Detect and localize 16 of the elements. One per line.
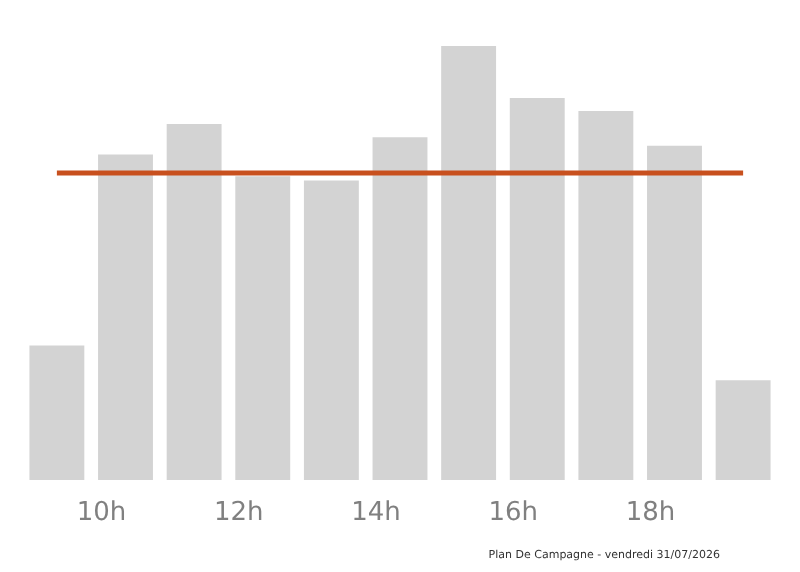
bar <box>509 98 565 480</box>
bar <box>578 111 634 480</box>
x-tick-label: 12h <box>213 498 264 528</box>
x-tick-label: 18h <box>625 498 676 528</box>
x-tick-label: 16h <box>488 498 539 528</box>
bar <box>29 345 85 480</box>
x-tick-label: 10h <box>76 498 127 528</box>
bar <box>715 380 771 480</box>
bar <box>372 137 428 480</box>
bar <box>441 46 497 480</box>
bar <box>235 176 291 480</box>
bar <box>166 124 222 480</box>
x-tick-label: 14h <box>351 498 401 528</box>
bar <box>98 154 153 480</box>
bar <box>647 145 702 480</box>
bar <box>303 180 359 480</box>
